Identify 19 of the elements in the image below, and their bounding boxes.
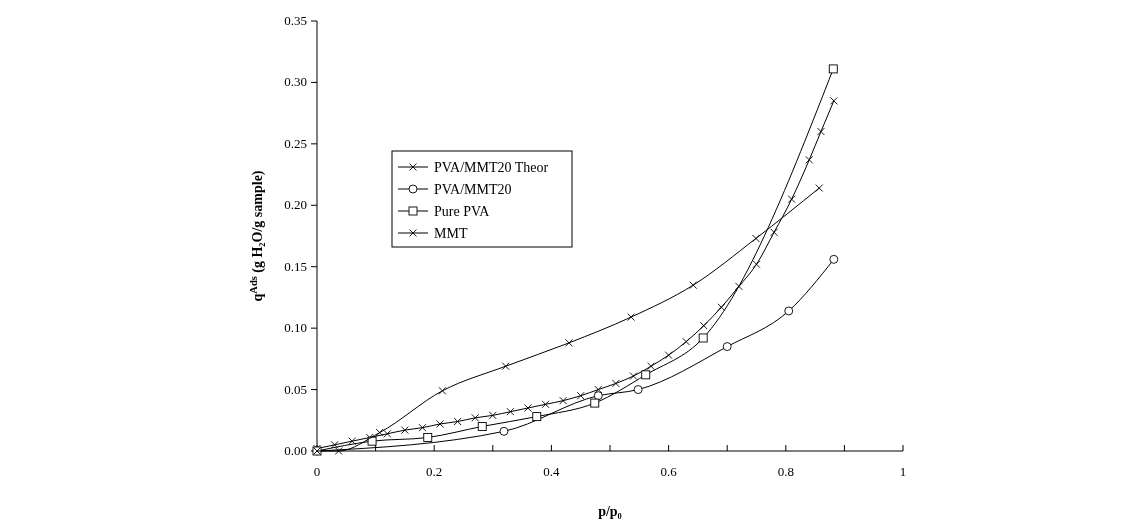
x-tick-label: 0 [313,464,321,479]
y-tick-label: 0.05 [284,381,307,397]
y-tick-label: 0.25 [284,135,307,151]
legend-label: PVA/MMT20 [434,182,512,197]
x-tick-label: 0.6 [660,464,678,479]
x-tick-label: 1 [899,464,907,479]
x-tick-label: 0.4 [543,464,561,479]
y-tick-label: 0.00 [284,443,307,458]
legend-label: Pure PVA [434,204,491,219]
y-tick-label: 0.35 [284,13,307,28]
legend-label: PVA/MMT20 Theor [434,160,549,175]
legend-label: MMT [434,226,468,241]
y-tick-label: 0.15 [284,258,307,274]
x-tick-label: 0.8 [777,464,794,479]
y-tick-label: 0.30 [284,74,307,90]
y-tick-label: 0.10 [284,320,307,336]
x-axis-title: p/p₀ [598,504,622,519]
y-tick-label: 0.20 [284,197,307,213]
x-tick-label: 0.2 [426,464,443,479]
